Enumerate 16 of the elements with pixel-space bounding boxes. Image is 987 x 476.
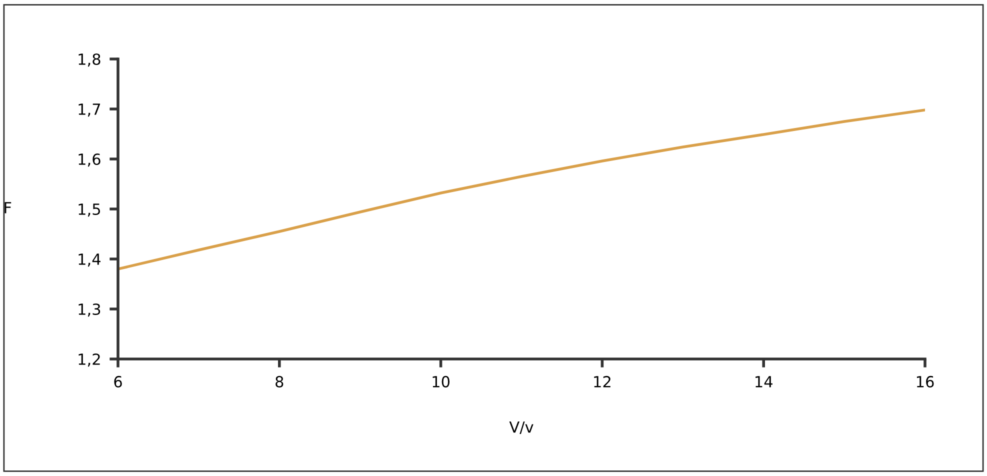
y-tick-label: 1,5: [78, 204, 100, 217]
x-tick-label: 8: [276, 376, 284, 388]
y-axis-title: F: [4, 202, 12, 214]
y-tick-label: 1,4: [78, 254, 100, 267]
x-tick-label: 10: [432, 376, 450, 388]
x-tick-label: 12: [594, 376, 610, 388]
x-tick-label: 14: [756, 376, 772, 388]
y-tick-label: 1,8: [78, 53, 100, 67]
y-tick-label: 1,7: [78, 104, 100, 117]
x-tick-label: 6: [114, 376, 122, 388]
line-series: [118, 108, 925, 270]
y-tick-label: 1,2: [78, 353, 100, 367]
x-tick-label: 16: [916, 376, 934, 388]
x-axis-title: V/v: [509, 421, 534, 434]
y-tick-label: 1,6: [78, 153, 100, 167]
y-tick-label: 1,3: [78, 303, 100, 317]
